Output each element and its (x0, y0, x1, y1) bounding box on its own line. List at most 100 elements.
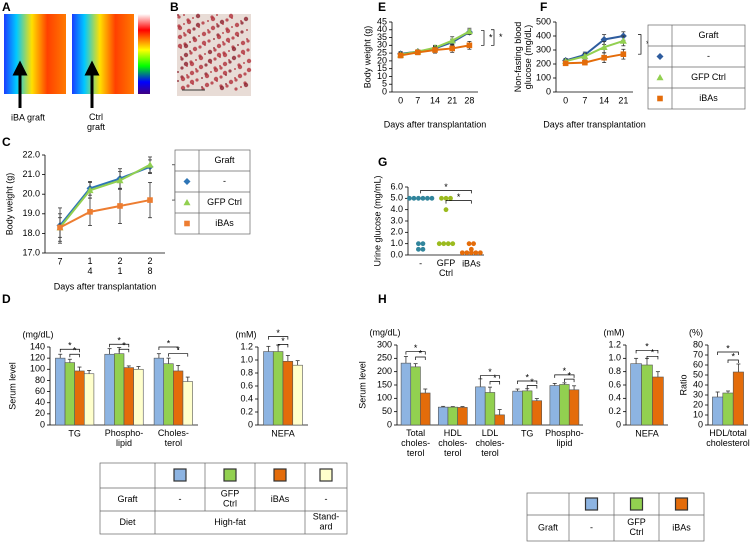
tissue-dot (240, 40, 246, 46)
x-axis-label: Days after transplantation (384, 119, 487, 129)
table-cell: - (325, 494, 328, 504)
y-axis-label: Serum level (357, 361, 367, 409)
dot (443, 195, 449, 201)
x-tick-label: LDL choles-terol (475, 428, 504, 458)
tissue-dot (240, 21, 244, 25)
tissue-dot (213, 67, 219, 73)
tissue-dot (198, 64, 204, 70)
tissue-dot (180, 57, 184, 61)
bar (410, 366, 421, 426)
tissue-dot (192, 27, 196, 31)
tissue-dot (246, 67, 252, 73)
tissue-dot (228, 69, 232, 73)
bar (153, 357, 165, 426)
tissue-dot (246, 58, 252, 64)
dot (436, 241, 442, 247)
bar (272, 351, 284, 426)
tissue-dot (207, 30, 211, 34)
table-cell: iBAs (271, 494, 290, 504)
legend-label: - (223, 176, 226, 186)
y-tick-label: 1.2 (608, 339, 621, 349)
significance-label: * (563, 366, 567, 376)
tissue-dot (216, 80, 218, 82)
significance-label: * (73, 346, 77, 356)
unit-label: (%) (689, 327, 703, 337)
legend-marker (183, 199, 191, 206)
tissue-dot (177, 71, 179, 73)
y-tick-label: 0.6 (608, 379, 621, 389)
marker (87, 209, 93, 215)
unit-label: (mg/dL) (369, 327, 400, 337)
line (59, 163, 151, 229)
table-cell: Stand-ard (313, 512, 340, 532)
dot (468, 250, 474, 256)
significance-bracket (638, 34, 642, 55)
tissue-dot (189, 51, 193, 55)
y-tick-label: 60 (693, 359, 703, 369)
x-tick-label: 21 (618, 95, 628, 105)
bar (484, 392, 496, 426)
y-tick-label: 0.6 (240, 380, 253, 390)
marker (57, 224, 63, 231)
tissue-dot (207, 39, 211, 43)
y-tick-label: 200 (377, 366, 392, 376)
tissue-dot (243, 53, 245, 55)
y-tick-label: 0 (248, 419, 253, 429)
significance-bracket (646, 355, 659, 360)
marker (397, 52, 404, 59)
significance-label: * (414, 343, 418, 353)
tissue-dot (222, 32, 224, 34)
tissue-dot (231, 55, 237, 61)
x-tick-label: 0 (563, 95, 568, 105)
swatch (584, 497, 599, 511)
legend-label: iBAs (699, 93, 718, 103)
significance-label: * (499, 32, 503, 42)
line (565, 35, 624, 62)
tissue-dot (222, 52, 228, 58)
y-tick-label: 20 (377, 55, 387, 65)
bar (475, 386, 486, 426)
tissue-dot (183, 14, 185, 16)
tissue-dot (195, 59, 197, 61)
dot (468, 246, 474, 252)
y-tick-label: 100 (536, 72, 551, 82)
tissue-dot (180, 85, 186, 91)
significance-label: * (122, 341, 126, 351)
tissue-dot (189, 41, 191, 43)
significance-label: * (167, 338, 171, 348)
y-tick-label: 18.0 (22, 228, 40, 238)
tissue-dot (207, 20, 209, 22)
y-axis-label: Serum level (7, 362, 17, 410)
y-axis-label: Non-fasting bloodglucose (mg/dL) (513, 22, 533, 93)
tissue-dot (198, 26, 200, 28)
dot (459, 250, 465, 256)
tissue-dot (177, 34, 183, 40)
marker (448, 37, 456, 44)
y-tick-label: 50 (693, 369, 703, 379)
marker (465, 27, 473, 35)
table-cell: Diet (119, 517, 136, 527)
y-tick-label: 21.0 (22, 169, 40, 179)
table-cell: High-fat (214, 517, 246, 527)
marker (116, 176, 124, 184)
tissue-dot (192, 83, 194, 85)
significance-bracket (479, 375, 501, 379)
y-tick-label: 17.0 (22, 247, 40, 257)
bar (104, 353, 115, 426)
tissue-dot (210, 16, 216, 22)
significance-label: * (419, 348, 423, 358)
bar (531, 400, 543, 426)
tissue-dot (243, 62, 245, 64)
tissue-dot (204, 63, 208, 67)
bar (163, 363, 174, 426)
panel-label: G (378, 155, 387, 169)
significance-bracket (717, 351, 739, 355)
unit-label: (mM) (236, 329, 257, 339)
y-tick-label: 40 (377, 24, 387, 34)
significance-label: * (493, 373, 497, 383)
tissue-dot (231, 17, 233, 19)
tissue-dot (201, 77, 203, 79)
y-tick-label: 0.8 (608, 366, 621, 376)
